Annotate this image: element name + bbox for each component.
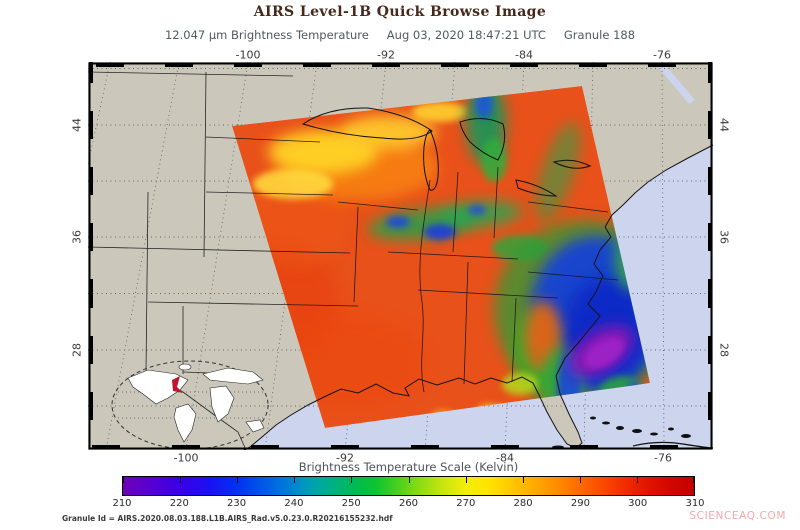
colorbar-title: Brightness Temperature Scale (Kelvin) (298, 460, 519, 474)
colorbar-label-280: 280 (513, 498, 533, 509)
lon-label-bottom-76: -76 (654, 451, 672, 465)
colorbar-label-240: 240 (284, 498, 304, 509)
colorbar-tick (465, 477, 467, 483)
lon-label-bottom-100: -100 (173, 451, 199, 465)
lon-label-top-92: -92 (377, 48, 395, 62)
lon-label-bottom-92: -92 (336, 451, 354, 465)
colorbar-tick (579, 477, 581, 483)
map-frame (88, 54, 713, 450)
colorbar-tick (408, 477, 410, 483)
lat-label-left-36: 36 (70, 230, 84, 244)
colorbar-label-300: 300 (628, 498, 648, 509)
colorbar-label-210: 210 (112, 498, 132, 509)
colorbar-tick (692, 477, 694, 483)
subtitle-granule: Granule 188 (563, 28, 636, 42)
subtitle-wavelength: 12.047 µm Brightness Temperature (164, 28, 369, 42)
lat-label-left-44: 44 (70, 118, 84, 132)
great-lakes-outlines (301, 107, 592, 197)
colorbar-label-250: 250 (341, 498, 361, 509)
islands (552, 416, 714, 449)
lat-label-right-28: 28 (717, 343, 731, 357)
colorbar-tick (237, 477, 239, 483)
granule-id-text: Granule Id = AIRS.2020.08.03.188.L1B.AIR… (62, 514, 393, 523)
lat-label-right-44: 44 (717, 118, 731, 132)
map-canvas (26, 54, 744, 451)
colorbar-label-220: 220 (169, 498, 189, 509)
lat-label-left-28: 28 (70, 343, 84, 357)
inset-location-marker (172, 376, 183, 393)
colorbar-label-290: 290 (570, 498, 590, 509)
page-title: AIRS Level-1B Quick Browse Image (253, 4, 547, 20)
colorbar-labels: 210 220 230 240 250 260 270 280 290 300 … (112, 498, 704, 512)
colorbar-tick (294, 477, 296, 483)
colorbar (122, 476, 695, 496)
lon-label-top-100: -100 (235, 48, 261, 62)
lon-label-bottom-84: -84 (496, 451, 514, 465)
colorbar-tick (351, 477, 353, 483)
coastline (243, 144, 714, 451)
colorbar-tick (123, 477, 124, 483)
colorbar-label-310: 310 (685, 498, 705, 509)
colorbar-label-260: 260 (398, 498, 419, 509)
page-subtitle: 12.047 µm Brightness Temperature Aug 03,… (0, 28, 800, 42)
lon-label-top-76: -76 (653, 48, 671, 62)
map-panel (26, 54, 744, 451)
subtitle-datetime: Aug 03, 2020 18:47:21 UTC (386, 28, 546, 42)
colorbar-tick (180, 477, 182, 483)
colorbar-tick (636, 477, 638, 483)
lon-label-top-84: -84 (515, 48, 533, 62)
colorbar-label-270: 270 (456, 498, 476, 509)
colorbar-label-230: 230 (227, 498, 247, 509)
watermark: SCIENCEAQ.COM (689, 510, 786, 522)
state-boundaries (87, 71, 619, 451)
colorbar-tick (522, 477, 524, 483)
world-location-inset (111, 360, 269, 450)
lat-label-right-36: 36 (717, 230, 731, 244)
